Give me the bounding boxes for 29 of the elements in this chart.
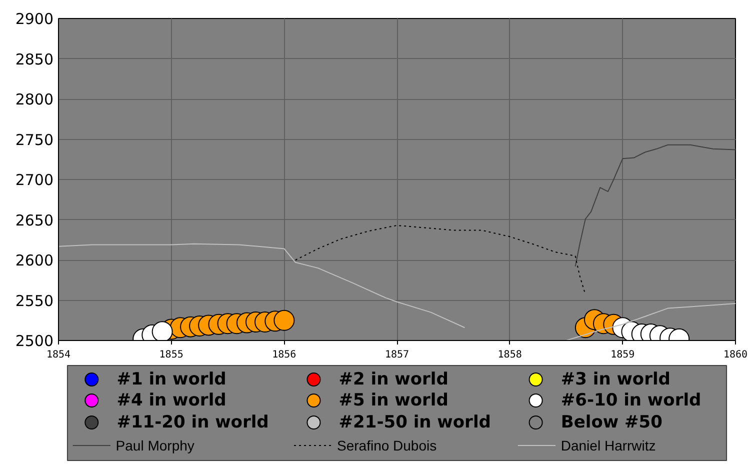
y-tick-label: 2900: [15, 10, 54, 28]
legend-label: #6-10 in world: [560, 390, 702, 410]
x-tick-label: 1855: [159, 350, 184, 360]
legend-label: #21-50 in world: [338, 412, 491, 432]
x-tick-label: 1854: [46, 350, 71, 360]
x-tick-label: 1860: [723, 350, 748, 360]
legend-label: Daniel Harrwitz: [560, 438, 656, 454]
x-tick-label: 1856: [272, 350, 296, 360]
line-series: [574, 144, 736, 267]
y-tick-label: 2800: [15, 90, 54, 108]
legend-label: Paul Morphy: [116, 438, 194, 454]
legend-label: Serafino Dubois: [337, 438, 437, 454]
y-tick-label: 2700: [15, 171, 54, 189]
x-tick-label: 1857: [384, 350, 410, 360]
y-tick-label: 2600: [15, 252, 54, 270]
y-tick-label: 2650: [15, 211, 54, 230]
legend-label: #2 in world: [338, 370, 448, 390]
legend-label: #3 in world: [560, 370, 670, 390]
legend-label: #1 in world: [116, 370, 226, 390]
legend-label: Below #50: [560, 412, 663, 432]
y-tick-label: 2500: [15, 332, 54, 350]
y-tick-label: 2750: [15, 130, 54, 149]
legend-label: #4 in world: [116, 390, 226, 410]
legend-label: #11-20 in world: [116, 412, 269, 432]
x-tick-label: 1858: [498, 350, 522, 360]
y-tick-label: 2550: [15, 292, 54, 310]
y-tick-label: 2850: [15, 50, 54, 68]
x-tick-label: 1859: [610, 350, 635, 360]
legend-label: #5 in world: [338, 390, 448, 410]
